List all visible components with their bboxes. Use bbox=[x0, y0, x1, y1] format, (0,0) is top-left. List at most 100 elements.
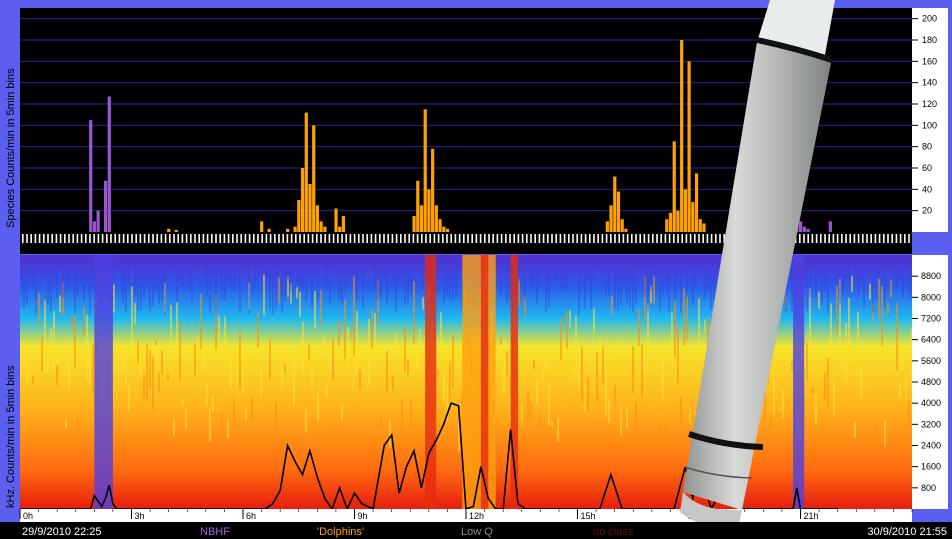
spectrogram-cap bbox=[248, 255, 250, 314]
separator-stripe bbox=[660, 234, 662, 243]
separator-stripe bbox=[358, 234, 360, 243]
spectrogram-cap bbox=[371, 255, 373, 271]
spectrogram-streak bbox=[320, 290, 322, 326]
spectrogram-streak bbox=[653, 276, 655, 305]
spectrogram-streak bbox=[656, 407, 658, 410]
spectrogram-cap bbox=[143, 255, 145, 299]
spectrogram-cap bbox=[224, 255, 226, 301]
spectrogram-streak bbox=[686, 297, 688, 341]
spectrogram-cap bbox=[23, 255, 25, 309]
spectrogram-streak bbox=[533, 359, 535, 370]
spectrogram-streak bbox=[911, 328, 912, 390]
spectrogram-cap bbox=[413, 255, 415, 271]
separator-stripe bbox=[538, 234, 541, 243]
spectrogram-streak bbox=[32, 375, 34, 384]
spectrogram-streak bbox=[125, 342, 127, 386]
separator-stripe bbox=[269, 234, 272, 243]
spectrogram-streak bbox=[224, 316, 226, 356]
spectrogram-streak bbox=[86, 315, 88, 380]
separator-stripe bbox=[715, 234, 717, 243]
species-bar bbox=[672, 141, 676, 232]
spectrogram-streak bbox=[563, 316, 565, 321]
species-bar bbox=[438, 219, 442, 232]
spectrogram-streak bbox=[197, 335, 199, 350]
separator-stripe bbox=[349, 234, 352, 243]
species-bar bbox=[676, 210, 680, 232]
separator-stripe bbox=[408, 234, 410, 243]
legend-low-q: Low Q bbox=[461, 526, 493, 538]
separator-stripe bbox=[97, 234, 100, 243]
spectrogram-streak bbox=[269, 339, 271, 380]
spectrogram-streak bbox=[440, 312, 442, 346]
spectrogram-cap bbox=[500, 255, 502, 298]
spectrogram-streak bbox=[461, 392, 463, 405]
spectrogram-cap bbox=[584, 255, 586, 310]
spectrogram-cap bbox=[851, 255, 853, 267]
spectrogram-streak bbox=[566, 311, 568, 349]
spectrogram-streak bbox=[56, 365, 58, 386]
spectrogram-cap bbox=[92, 255, 94, 289]
spectrogram-cap bbox=[671, 255, 673, 266]
spectrogram-cap bbox=[401, 255, 403, 276]
spectrogram-cap bbox=[344, 255, 346, 295]
separator-stripe bbox=[379, 234, 381, 243]
spectrogram-cap bbox=[587, 255, 589, 283]
species-bar bbox=[605, 221, 609, 232]
spectrogram-streak bbox=[635, 402, 637, 436]
spectrogram-streak bbox=[812, 386, 814, 395]
separator-stripe bbox=[530, 234, 532, 243]
spectrogram-streak bbox=[278, 277, 280, 303]
spectrogram-streak bbox=[374, 313, 376, 346]
spectrogram-streak bbox=[791, 361, 793, 372]
spectrogram-streak bbox=[419, 329, 421, 345]
separator-stripe bbox=[509, 234, 511, 243]
separator-stripe bbox=[211, 234, 213, 243]
separator-stripe bbox=[908, 234, 910, 243]
spectrogram-cap bbox=[332, 255, 334, 270]
spectrogram-streak bbox=[881, 286, 883, 347]
separator-stripe bbox=[689, 234, 692, 243]
spectrogram-cap bbox=[347, 255, 349, 288]
spectrogram-cap bbox=[902, 255, 904, 299]
spectrogram-cap bbox=[812, 255, 814, 266]
species-bar bbox=[89, 120, 93, 232]
species-y-tick-label: 100 bbox=[922, 120, 937, 130]
separator-stripe bbox=[345, 234, 347, 243]
separator-stripe bbox=[387, 234, 389, 243]
separator-stripe bbox=[26, 234, 28, 243]
spectrogram-cap bbox=[386, 255, 388, 304]
spectrogram-streak bbox=[167, 373, 169, 382]
spectrogram-cap bbox=[179, 255, 181, 285]
species-bar bbox=[341, 216, 346, 232]
spectrogram-streak bbox=[302, 321, 304, 376]
separator-stripe bbox=[463, 234, 465, 243]
species-bar bbox=[702, 223, 706, 232]
spectrogram-streak bbox=[545, 348, 547, 372]
spectrogram-streak bbox=[446, 381, 448, 421]
species-bar bbox=[423, 109, 427, 232]
spectrogram-cap bbox=[623, 255, 625, 287]
spectrogram-streak bbox=[518, 278, 520, 307]
spectrogram-cap bbox=[164, 255, 166, 315]
spectrogram-streak bbox=[614, 385, 616, 407]
species-bar bbox=[668, 212, 673, 232]
separator-stripe bbox=[177, 234, 179, 243]
spectrogram-streak bbox=[830, 303, 832, 351]
spectrogram-cap bbox=[824, 255, 826, 293]
separator-stripe bbox=[593, 234, 595, 243]
spectrogram-streak bbox=[500, 337, 502, 345]
spectrogram-streak bbox=[74, 315, 76, 368]
spectrogram-cap bbox=[116, 255, 118, 266]
spectrogram-cap bbox=[170, 255, 172, 267]
separator-stripe bbox=[820, 234, 822, 243]
separator-stripe bbox=[437, 234, 440, 243]
spectrogram-streak bbox=[683, 288, 685, 346]
spectrogram-streak bbox=[344, 300, 346, 359]
species-y-ticks: 20 40 60 80 100 120 140 160 180 200 bbox=[912, 14, 937, 216]
spectrogram-cap bbox=[710, 255, 712, 310]
separator-stripe bbox=[719, 234, 721, 243]
spectrogram-streak bbox=[410, 400, 412, 429]
spectrogram-streak bbox=[536, 380, 538, 405]
spectrogram-cap bbox=[692, 255, 694, 306]
